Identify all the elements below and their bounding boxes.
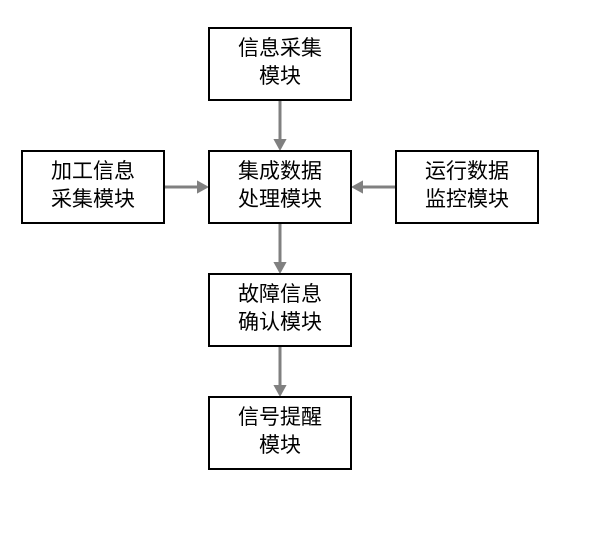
- node-label-integrated-line0: 集成数据: [238, 159, 322, 183]
- node-label-process_info-line0: 加工信息: [51, 159, 135, 183]
- node-label-info_collect-line0: 信息采集: [238, 36, 322, 60]
- node-label-info_collect-line1: 模块: [259, 64, 301, 88]
- node-label-runtime_mon-line1: 监控模块: [425, 187, 509, 211]
- node-integrated: 集成数据处理模块: [209, 151, 351, 223]
- node-label-process_info-line1: 采集模块: [51, 187, 135, 211]
- arrowhead-info_collect-integrated: [273, 139, 286, 151]
- node-label-runtime_mon-line0: 运行数据: [425, 159, 509, 183]
- node-label-signal_alert-line0: 信号提醒: [238, 405, 322, 429]
- node-label-fault_confirm-line1: 确认模块: [238, 310, 322, 334]
- node-runtime_mon: 运行数据监控模块: [396, 151, 538, 223]
- arrowhead-fault_confirm-signal_alert: [273, 385, 286, 397]
- arrowhead-process_info-integrated: [197, 180, 209, 193]
- arrowhead-runtime_mon-integrated: [351, 180, 363, 193]
- node-info_collect: 信息采集模块: [209, 28, 351, 100]
- arrowhead-integrated-fault_confirm: [273, 262, 286, 274]
- node-process_info: 加工信息采集模块: [22, 151, 164, 223]
- node-label-integrated-line1: 处理模块: [238, 187, 322, 211]
- node-signal_alert: 信号提醒模块: [209, 397, 351, 469]
- node-fault_confirm: 故障信息确认模块: [209, 274, 351, 346]
- node-label-signal_alert-line1: 模块: [259, 433, 301, 457]
- flowchart-canvas: 信息采集模块加工信息采集模块集成数据处理模块运行数据监控模块故障信息确认模块信号…: [0, 0, 598, 551]
- node-label-fault_confirm-line0: 故障信息: [238, 282, 322, 306]
